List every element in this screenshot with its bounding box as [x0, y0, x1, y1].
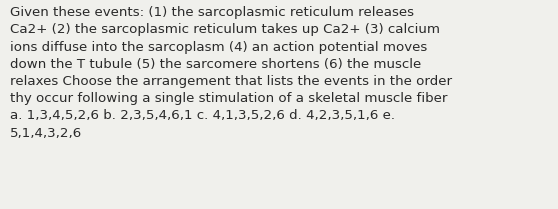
Text: Given these events: (1) the sarcoplasmic reticulum releases
Ca2+ (2) the sarcopl: Given these events: (1) the sarcoplasmic…	[10, 6, 452, 140]
